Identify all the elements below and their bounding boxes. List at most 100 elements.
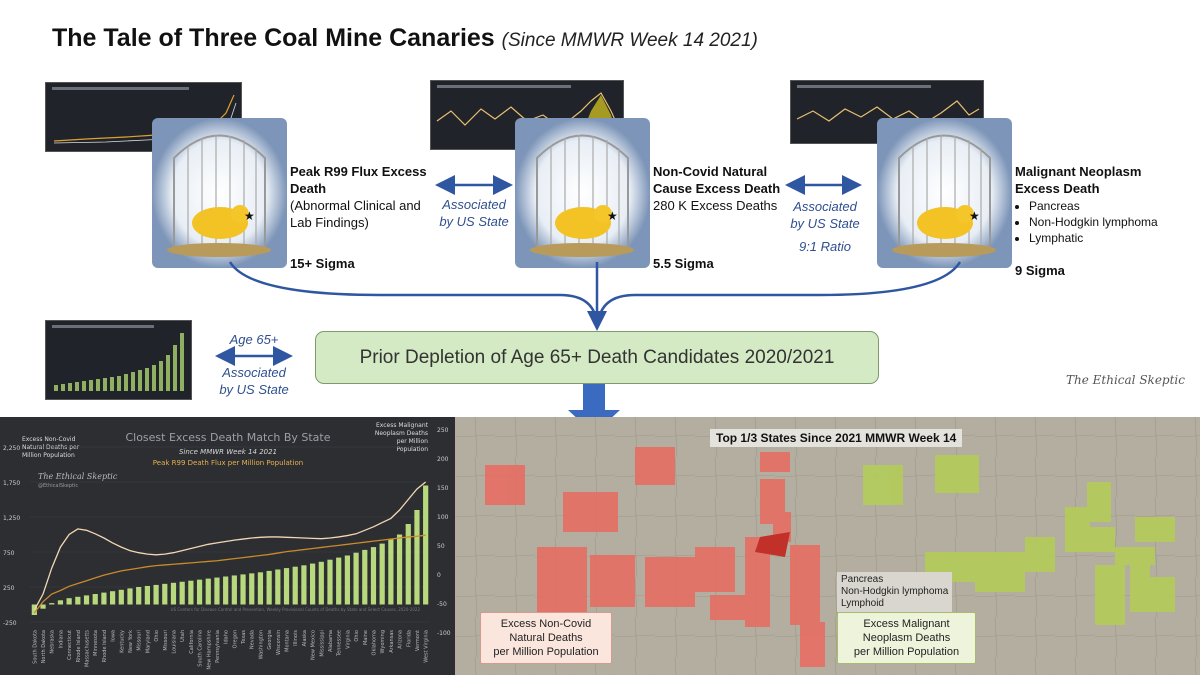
chart-bar [232, 575, 237, 604]
chart-bar [93, 594, 98, 605]
chart-bar [275, 570, 280, 605]
neoplasm-type: Pancreas [841, 574, 948, 586]
signature: The Ethical Skeptic [1066, 373, 1185, 387]
map-title: Top 1/3 States Since 2021 MMWR Week 14 [710, 429, 962, 447]
chart-bar [336, 558, 341, 605]
chart-x-label: Rhode Island [102, 630, 108, 662]
map-legend-left: Excess Non-Covid Natural Deaths per Mill… [480, 612, 612, 664]
chart-bar [136, 587, 141, 605]
chart-x-label: Missouri [163, 630, 169, 651]
chart-bar [258, 572, 263, 604]
chart-bar [406, 524, 411, 605]
chart-bar [362, 550, 367, 605]
chart-y-right-tick: 100 [437, 514, 449, 521]
merge-curve-left [230, 262, 597, 325]
chart-x-label: Arkansas [389, 630, 395, 653]
chart-bar [119, 590, 124, 605]
chart-bar [180, 582, 185, 605]
chart-x-label: Minnesota [93, 630, 99, 656]
map-legend-right: Excess Malignant Neoplasm Deaths per Mil… [837, 612, 976, 664]
chart-y-left-tick: 750 [3, 550, 15, 557]
chart-x-label: Connecticut [67, 630, 73, 660]
chart-x-label: Virginia [345, 630, 351, 649]
association-right-line2: by US State [781, 215, 869, 232]
chart-bar [353, 553, 358, 605]
chart-bar [223, 577, 228, 605]
chart-x-label: Ohio [154, 630, 160, 642]
chart-x-label: Alabama [328, 630, 334, 652]
chart-y-left-tick: -250 [3, 620, 17, 627]
chart-bar [75, 597, 80, 605]
chart-y-right-tick: 50 [437, 543, 445, 550]
chart-x-label: West Virginia [424, 630, 430, 663]
chart-x-label: New York [128, 630, 134, 653]
chart-bar [249, 573, 254, 604]
chart-bar [301, 565, 306, 604]
association-left: Associated by US State [430, 196, 518, 230]
chart-x-label: Texas [241, 630, 247, 645]
chart-bar [414, 510, 419, 605]
chart-x-label: Florida [406, 630, 412, 647]
chart-x-label: Montana [285, 630, 291, 652]
chart-bar [267, 571, 272, 605]
chart-bar [84, 595, 89, 604]
chart-y-left-tick: 2,250 [3, 445, 20, 452]
chart-bar [145, 586, 150, 605]
chart-bar [240, 574, 245, 604]
chart-bar [214, 578, 219, 605]
neoplasm-type: Non-Hodgkin lymphoma [841, 586, 948, 598]
chart-x-label: Wisconsin [276, 630, 282, 655]
association-age-line1: Age 65+ [210, 331, 298, 348]
map-legend-left-line: per Million Population [487, 645, 605, 659]
chart-x-label: Nevada [250, 630, 256, 649]
neoplasm-type-list: Pancreas Non-Hodgkin lymphoma Lymphoid [837, 572, 952, 612]
association-right-ratio: 9:1 Ratio [781, 238, 869, 255]
chart-y-right-tick: 250 [437, 427, 449, 434]
chart-bar [284, 568, 289, 604]
chart-bar [380, 544, 385, 605]
chart-subtitle: Since MMWR Week 14 2021 [179, 448, 277, 456]
chart-bar [58, 600, 63, 604]
chart-bar [153, 585, 158, 605]
chart-bar [327, 560, 332, 605]
chart-bar [127, 588, 132, 604]
chart-y-right-label: Excess Malignant Neoplasm Deaths per Milli… [375, 422, 429, 453]
chart-x-label: Maine [363, 630, 369, 645]
chart-x-label: South Dakota [32, 630, 38, 664]
chart-x-label: Oklahoma [371, 630, 377, 655]
chart-bar [293, 567, 298, 605]
chart-bar [371, 547, 376, 604]
map-legend-right-line: per Million Population [844, 645, 969, 659]
chart-x-label: Missouri [137, 630, 143, 651]
chart-bar [171, 583, 176, 605]
chart-x-label: Rhode Island [76, 630, 82, 662]
association-left-line1: Associated [430, 196, 518, 213]
association-age-line3: by US State [210, 381, 298, 398]
chart-x-label: Wyoming [380, 630, 386, 653]
chart-x-label: Vermont [415, 630, 421, 651]
chart-x-label: South Carolina [198, 630, 204, 667]
chart-bar [388, 539, 393, 604]
chart-bar [397, 535, 402, 605]
chart-x-label: Utah [180, 630, 186, 642]
chart-bar [423, 486, 428, 605]
map-legend-left-line: Natural Deaths [487, 631, 605, 645]
merge-curve-right [598, 262, 960, 325]
excess-death-chart: Closest Excess Death Match By State Sinc… [0, 417, 455, 675]
prior-depletion-box: Prior Depletion of Age 65+ Death Candida… [315, 331, 879, 384]
chart-y-right-tick: -100 [437, 630, 451, 637]
chart-x-label: Georgia [267, 630, 273, 650]
chart-bar [110, 591, 115, 604]
chart-x-label: Idaho [224, 630, 230, 644]
chart-x-label: Nebraska [50, 630, 56, 654]
chart-bar [40, 605, 45, 609]
chart-x-label: Maryland [145, 630, 151, 653]
association-right: Associated by US State 9:1 Ratio [781, 198, 869, 255]
chart-x-label: North Dakota [41, 630, 47, 663]
chart-title: Closest Excess Death Match By State [125, 431, 330, 444]
chart-bar [197, 580, 202, 605]
chart-y-left-tick: 1,750 [3, 480, 20, 487]
chart-y-right-tick: 150 [437, 485, 449, 492]
chart-x-label: Mississippi [319, 630, 325, 657]
association-right-line1: Associated [781, 198, 869, 215]
